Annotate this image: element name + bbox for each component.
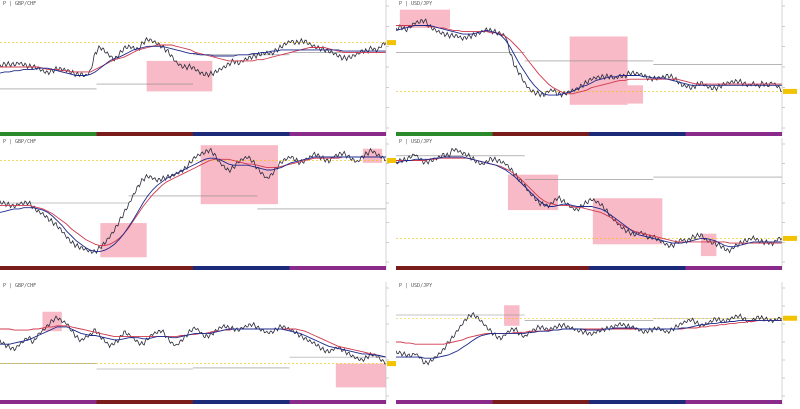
last-price-tag (387, 158, 401, 164)
session-bar (492, 132, 589, 136)
highlight-zone (146, 60, 213, 92)
chart-title: P | GBP/CHF (3, 139, 37, 145)
highlight-zone (569, 36, 628, 105)
session-bar (96, 266, 193, 270)
chart-title: P | GBP/CHF (3, 1, 37, 7)
session-bar (0, 400, 97, 404)
fast-ma-series (0, 156, 386, 252)
slow-ma-series (0, 44, 386, 73)
fast-ma-series (0, 45, 386, 76)
last-price-tag (783, 315, 797, 321)
session-bar (685, 266, 782, 270)
session-bar (0, 132, 97, 136)
highlight-zone (592, 198, 663, 245)
highlight-zone (627, 85, 644, 104)
session-bar (589, 132, 686, 136)
chart-title: P | USD/JPY (399, 1, 433, 7)
chart-pane-5: P | GBP/CHF (0, 282, 404, 404)
price-series (0, 147, 387, 255)
chart-pane-6: P | USD/JPY (396, 282, 800, 404)
chart-svg (0, 282, 401, 404)
fast-ma-series (396, 156, 782, 248)
chart-title: P | USD/JPY (399, 139, 433, 145)
session-bar (96, 132, 193, 136)
highlight-zone (100, 223, 147, 258)
chart-pane-2: P | USD/JPY (396, 0, 800, 136)
slow-ma-series (0, 156, 386, 246)
highlight-zone (335, 363, 386, 388)
session-bar (289, 132, 386, 136)
last-price-tag (387, 40, 401, 46)
highlight-zone (362, 148, 383, 163)
session-bar (589, 266, 686, 270)
session-bar (289, 266, 386, 270)
chart-title: P | GBP/CHF (3, 283, 37, 289)
price-series (0, 315, 387, 365)
last-price-tag (783, 235, 797, 241)
chart-svg (0, 138, 401, 270)
highlight-zone (507, 174, 559, 211)
session-bar (289, 400, 386, 404)
chart-svg (396, 138, 797, 270)
chart-title: P | USD/JPY (399, 283, 433, 289)
session-bar (685, 400, 782, 404)
session-bar (396, 266, 493, 270)
session-bar (193, 400, 290, 404)
slow-ma-series (396, 319, 782, 345)
chart-pane-1: P | GBP/CHF (0, 0, 404, 136)
session-bar (193, 266, 290, 270)
chart-svg (396, 0, 797, 136)
last-price-tag (387, 361, 401, 367)
fast-ma-series (396, 25, 782, 96)
session-bar (96, 400, 193, 404)
session-bar (396, 400, 493, 404)
session-bar (492, 400, 589, 404)
session-bar (0, 266, 97, 270)
chart-svg (0, 0, 401, 136)
price-series (396, 18, 782, 98)
session-bar (589, 400, 686, 404)
price-series (0, 36, 387, 78)
price-series (396, 147, 783, 254)
fast-ma-series (396, 319, 782, 359)
highlight-zone (504, 305, 520, 326)
session-bar (685, 132, 782, 136)
chart-svg (396, 282, 797, 404)
session-bar (396, 132, 493, 136)
session-bar (193, 132, 290, 136)
session-bar (492, 266, 589, 270)
slow-ma-series (0, 325, 387, 358)
slow-ma-series (396, 25, 782, 95)
price-series (396, 311, 783, 366)
chart-pane-4: P | USD/JPY (396, 138, 800, 270)
chart-pane-3: P | GBP/CHF (0, 138, 404, 270)
highlight-zone (42, 311, 62, 332)
last-price-tag (783, 88, 797, 94)
fast-ma-series (0, 326, 387, 358)
